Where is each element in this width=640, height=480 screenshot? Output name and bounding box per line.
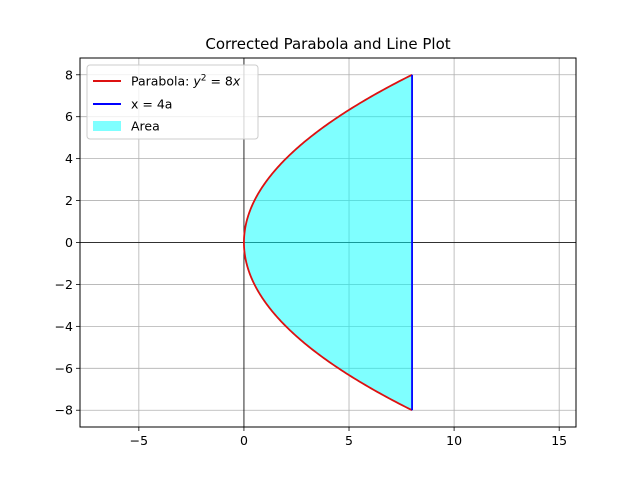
y-tick-label: 0 [65,235,73,250]
parabola-line [243,73,413,412]
x-tick-label: −5 [130,433,148,448]
x-tick-label: 5 [345,433,353,448]
legend-box [86,64,259,140]
y-tick-label: 6 [65,109,73,124]
legend-label-parabola: Parabola: y2 = 8x [131,74,241,89]
y-tick-label: −2 [55,277,73,292]
legend-swatch-area [93,121,121,131]
legend-label-line: x = 4a [131,97,172,112]
series-layer [243,73,413,412]
area-fill [243,74,413,411]
legend: Parabola: y2 = 8x x = 4a Area [86,64,259,140]
x-tick-label: 10 [446,433,462,448]
x-axis-ticks: −5 0 5 10 15 [130,427,567,448]
legend-label-area: Area [131,119,160,134]
x-tick-label: 0 [240,433,248,448]
y-tick-label: −4 [55,319,73,334]
y-tick-label: 4 [65,151,73,166]
y-tick-label: 8 [65,67,73,82]
y-tick-label: −8 [55,403,73,418]
y-tick-label: 2 [65,193,73,208]
x-tick-label: 15 [551,433,567,448]
fill-layer [243,74,413,411]
y-axis-ticks: −8 −6 −4 −2 0 2 4 6 8 [55,67,80,418]
chart-title: Corrected Parabola and Line Plot [205,35,450,53]
y-tick-label: −6 [55,361,73,376]
